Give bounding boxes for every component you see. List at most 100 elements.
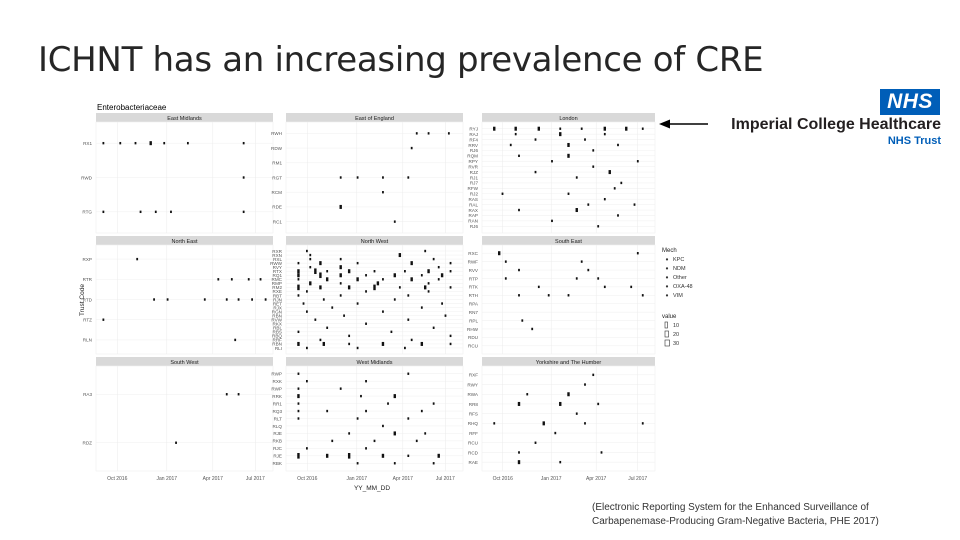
trust-code-label: RXK (273, 379, 283, 384)
facet-strip-label: South East (555, 239, 582, 245)
data-point (447, 132, 450, 135)
trust-code-label: RX1 (83, 141, 92, 146)
data-point (427, 269, 430, 274)
trust-code-label: RVW (271, 318, 282, 323)
data-point (567, 294, 570, 297)
data-point (297, 402, 300, 405)
citation: (Electronic Reporting System for the Enh… (592, 501, 879, 529)
data-point (319, 285, 322, 290)
legend-mech-label: KPC (673, 257, 684, 263)
data-point (230, 278, 233, 281)
trust-code-label: RXN (272, 253, 282, 258)
trust-code-label: RJE (273, 431, 282, 436)
trust-code-label: RTD (83, 297, 93, 302)
data-point (567, 192, 570, 195)
x-tick-label: Apr 2017 (203, 476, 224, 482)
data-point (526, 393, 529, 396)
data-point (170, 210, 172, 214)
data-point (149, 141, 152, 146)
data-point (393, 462, 396, 465)
facet-panel (481, 244, 656, 355)
data-point (437, 265, 440, 269)
data-point (592, 165, 595, 168)
data-point (297, 278, 300, 281)
data-point (410, 146, 413, 150)
data-point (393, 220, 396, 223)
facet-strip-label: Yorkshire and The Humber (536, 360, 602, 366)
data-point (407, 454, 410, 458)
data-point (297, 341, 300, 346)
trust-code-label: RHQ (468, 421, 479, 426)
data-point (251, 298, 253, 301)
data-point (373, 439, 376, 443)
data-point (326, 409, 329, 413)
data-point (597, 277, 600, 280)
data-point (633, 203, 636, 206)
data-point (636, 160, 639, 163)
trust-code-label: RJN (273, 297, 282, 302)
data-point (309, 281, 312, 286)
x-tick-label: Jul 2017 (628, 476, 647, 482)
data-point (641, 294, 644, 297)
data-point (297, 269, 300, 274)
data-point (319, 261, 322, 266)
data-point (420, 274, 423, 277)
data-point (356, 302, 359, 305)
data-point (617, 214, 619, 217)
data-point (322, 341, 325, 346)
trust-code-label: RWD (81, 175, 93, 180)
data-point (237, 298, 240, 301)
data-point (608, 170, 611, 175)
trust-code-label: RTZ (83, 318, 92, 323)
trust-code-label: RM2 (272, 285, 282, 290)
data-point (347, 285, 351, 290)
trust-code-label: RDU (468, 335, 478, 340)
legend-mech-marker (665, 285, 669, 288)
data-point (382, 278, 384, 281)
data-point (393, 431, 396, 436)
legend-value-label: 10 (673, 323, 679, 329)
x-tick-label: Jan 2017 (541, 476, 562, 482)
data-point (420, 306, 423, 309)
data-point (534, 170, 537, 174)
data-point (347, 453, 351, 459)
data-point (134, 141, 137, 145)
data-point (306, 379, 308, 383)
trust-code-label: RQ3 (273, 409, 283, 414)
data-point (575, 277, 578, 280)
data-point (348, 342, 351, 346)
trust-code-label: RLN (83, 338, 92, 343)
trust-code-label: RC1 (273, 219, 283, 224)
data-point (217, 278, 220, 281)
data-point (306, 447, 308, 450)
x-tick-label: Jul 2017 (246, 476, 265, 482)
data-point (424, 249, 427, 253)
data-point (432, 326, 435, 329)
data-point (314, 318, 317, 321)
legend-mech-label: VIM (673, 293, 683, 299)
data-point (331, 306, 334, 309)
trust-code-label: RQM (467, 154, 478, 159)
x-tick-label: Jan 2017 (347, 476, 368, 482)
data-point (237, 393, 240, 396)
data-point (567, 392, 570, 397)
trust-code-label: RWP (271, 386, 282, 391)
pointer-arrow-head (659, 119, 670, 129)
data-point (339, 294, 342, 297)
data-point (407, 176, 410, 179)
data-point (175, 441, 177, 444)
data-point (580, 260, 583, 263)
trust-code-label: RTX (273, 269, 282, 274)
data-point (153, 298, 155, 301)
legend-value-label: 30 (673, 341, 679, 347)
data-point (547, 294, 550, 297)
trust-code-label: RBT (273, 293, 282, 298)
trust-code-label: RJC (273, 446, 283, 451)
data-point (542, 421, 545, 426)
legend-mech-marker (665, 258, 669, 261)
trust-code-label: RJ1 (470, 175, 479, 180)
trust-code-label: RXE (273, 289, 282, 294)
facet-strip (286, 113, 463, 122)
x-tick-label: Apr 2017 (393, 476, 414, 482)
trust-code-label: RJX (273, 305, 282, 310)
